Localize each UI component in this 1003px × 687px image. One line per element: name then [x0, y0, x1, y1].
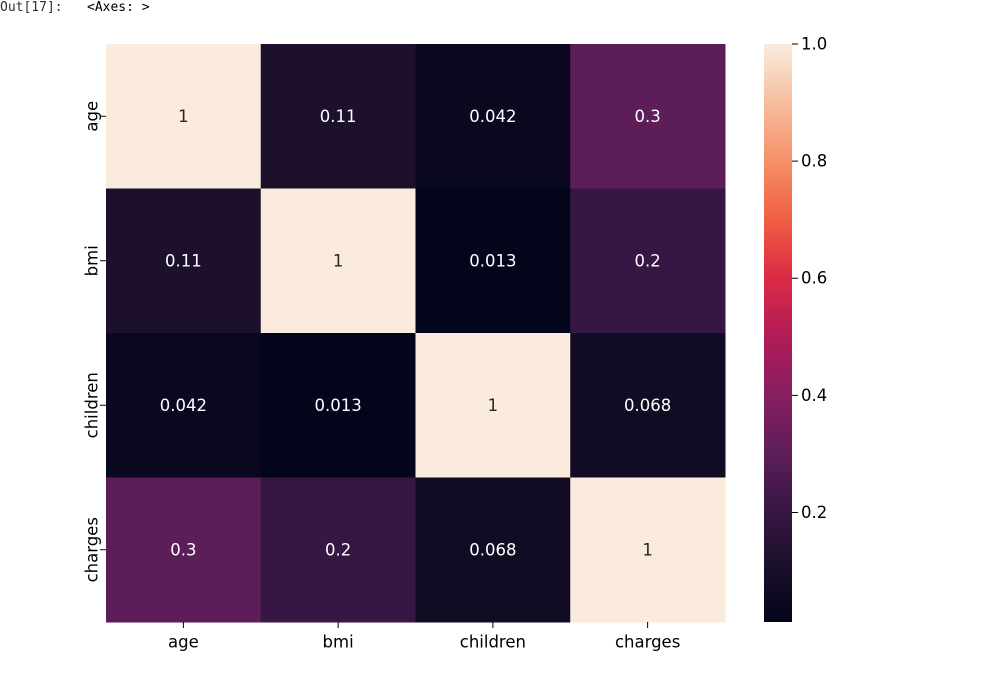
heatmap-cells: 1 0.11 0.042 0.3 0.11 1 0.013 0.2 0.042 0.013 1 0.0… [106, 44, 726, 623]
heatmap-cell-charges-charges [570, 477, 726, 623]
heatmap-cell-age-age [106, 44, 262, 189]
cell-annotation: 0.042 [469, 107, 516, 126]
x-tick-label-children: children [460, 633, 526, 652]
y-tick-label-bmi: bmi [83, 245, 102, 276]
cell-annotation: 1 [488, 396, 499, 415]
heatmap-cell-children-bmi [260, 333, 416, 478]
cell-annotation: 0.068 [469, 540, 516, 559]
cell-annotation: 0.11 [165, 251, 202, 270]
output-repr: <Axes: > [87, 0, 150, 15]
heatmap-cell-bmi-bmi [260, 188, 416, 334]
cell-annotation: 0.2 [635, 251, 661, 270]
heatmap-cell-age-children [415, 44, 571, 189]
heatmap-cell-age-bmi [260, 44, 416, 189]
y-tick-label-children: children [83, 372, 102, 438]
cell-annotation: 0.013 [469, 251, 516, 270]
heatmap-cell-age-charges [570, 44, 726, 189]
heatmap-cell-children-children [415, 333, 571, 478]
cell-annotation: 1 [642, 540, 653, 559]
y-tick-label-charges: charges [83, 517, 102, 582]
heatmap-cell-charges-bmi [260, 477, 416, 623]
x-axis: age bmi children charges [168, 622, 680, 652]
cell-annotation: 0.042 [160, 396, 207, 415]
colorbar-tick-label: 0.2 [801, 503, 827, 522]
cell-annotation: 0.068 [624, 396, 671, 415]
colorbar-tick-label: 0.4 [801, 386, 827, 405]
colorbar-tick-label: 0.8 [801, 152, 827, 171]
colorbar-tick-label: 1.0 [801, 35, 827, 54]
colorbar-tick-label: 0.6 [801, 269, 827, 288]
heatmap-cell-bmi-charges [570, 188, 726, 334]
cell-annotation: 0.3 [170, 540, 196, 559]
cell-annotation: 1 [178, 107, 189, 126]
heatmap-cell-children-charges [570, 333, 726, 478]
cell-annotation: 0.3 [635, 107, 661, 126]
heatmap-cell-bmi-age [106, 188, 262, 334]
x-tick-label-age: age [168, 633, 199, 652]
x-tick-label-charges: charges [615, 633, 680, 652]
x-tick-label-bmi: bmi [323, 633, 354, 652]
cell-annotation: 0.013 [315, 396, 362, 415]
cell-annotation: 0.11 [320, 107, 357, 126]
heatmap-cell-charges-age [106, 477, 262, 623]
y-axis: age bmi children charges [83, 101, 106, 582]
colorbar-gradient [764, 44, 792, 622]
colorbar: 0.2 0.4 0.6 0.8 1.0 [764, 35, 827, 622]
output-prompt: Out[17]: [0, 0, 63, 15]
heatmap-cell-bmi-children [415, 188, 571, 334]
heatmap-cell-charges-children [415, 477, 571, 623]
cell-annotation: 1 [333, 251, 344, 270]
y-tick-label-age: age [83, 101, 102, 132]
cell-annotation: 0.2 [325, 540, 351, 559]
heatmap-cell-children-age [106, 333, 262, 478]
